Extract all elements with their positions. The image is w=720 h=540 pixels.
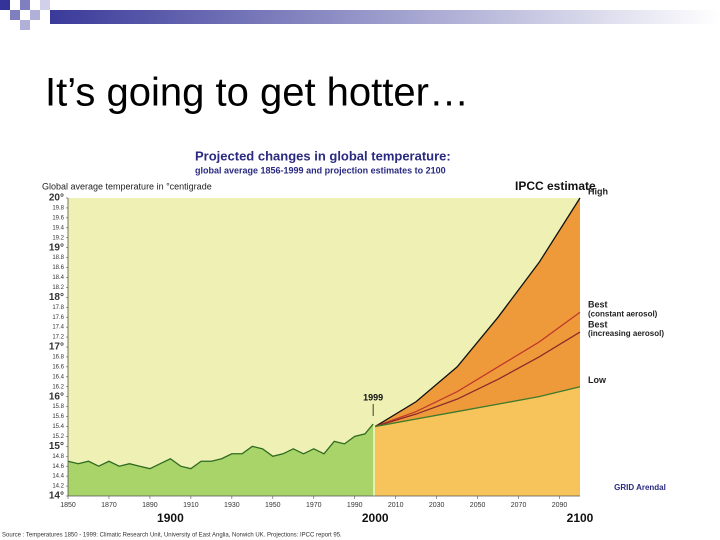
x-major-label: 2100 [567,511,594,525]
y-tick-label: 14.4 [52,474,64,480]
legend-label: Low [588,375,607,385]
slide-title: It’s going to get hotter… [45,71,469,115]
y-tick-label: 16.6 [52,364,64,370]
y-tick-label: 15.8 [52,404,64,410]
x-tick-label: 1970 [306,502,322,509]
source-note: Source : Temperatures 1850 - 1999: Clima… [2,533,342,539]
y-tick-label: 18.4 [52,275,64,281]
y-axis-label: Global average temperature in °centigrad… [42,181,212,191]
y-tick-label: 19.4 [52,225,64,231]
x-tick-label: 2030 [429,502,445,509]
y-tick-label: 17.8 [52,305,64,311]
y-tick-label: 15.4 [52,424,64,430]
y-tick-label: 15° [49,441,64,452]
x-tick-label: 2010 [388,502,404,509]
x-major-label: 2000 [362,511,389,525]
y-tick-label: 16° [49,391,64,402]
y-tick-label: 18.2 [52,285,64,291]
y-tick-label: 14.2 [52,484,64,490]
y-tick-label: 18° [49,292,64,303]
x-tick-label: 1890 [142,502,158,509]
x-tick-label: 1850 [60,502,76,509]
y-tick-label: 19.6 [52,215,64,221]
x-tick-label: 2090 [552,502,568,509]
y-tick-label: 19.2 [52,235,64,241]
y-tick-label: 16.8 [52,355,64,361]
x-tick-label: 1910 [183,502,199,509]
y-tick-label: 17.4 [52,325,64,331]
y-tick-label: 14.6 [52,464,64,470]
y-tick-label: 14° [49,491,64,502]
chart-subtitle: global average 1856-1999 and projection … [195,165,446,175]
slide-decoration [0,0,720,30]
y-tick-label: 15.2 [52,434,64,440]
x-tick-label: 1870 [101,502,117,509]
y-tick-label: 19° [49,242,64,253]
legend-title: IPCC estimate [515,179,596,193]
area [375,386,580,496]
x-tick-label: 2070 [511,502,527,509]
legend-label: Best [588,319,608,329]
y-tick-label: 19.8 [52,206,64,212]
area [68,423,374,496]
plot: 14°14.2 14.4 14.6 14.8 15°15.2 15.4 15.6 15.8 16… [49,186,664,525]
y-tick-label: 14.8 [52,454,64,460]
logo: GRID Arendal [614,483,666,492]
legend-note: (increasing aerosol) [588,329,664,338]
x-tick-label: 1930 [224,502,240,509]
y-tick-label: 15.6 [52,414,64,420]
y-tick-label: 18.8 [52,255,64,261]
y-tick-label: 18.6 [52,265,64,271]
y-tick-label: 16.4 [52,374,64,380]
x-major-label: 1900 [157,511,184,525]
annotation: 1999 [363,392,383,402]
x-tick-label: 2050 [470,502,486,509]
y-tick-label: 17.2 [52,335,64,341]
y-tick-label: 20° [49,193,64,204]
y-tick-label: 16.2 [52,384,64,390]
y-tick-label: 17° [49,342,64,353]
series-line [374,197,581,428]
y-tick-label: 17.6 [52,315,64,321]
series-line [374,311,581,428]
chart-title: Projected changes in global temperature: [195,148,451,163]
series-line [67,423,374,470]
legend-label: Best [588,300,608,310]
series-line [375,331,581,428]
x-tick-label: 1990 [347,502,363,509]
series-line [375,386,581,428]
x-tick-label: 1950 [265,502,281,509]
legend-label: High [588,186,608,196]
legend-note: (constant aerosol) [588,309,658,318]
